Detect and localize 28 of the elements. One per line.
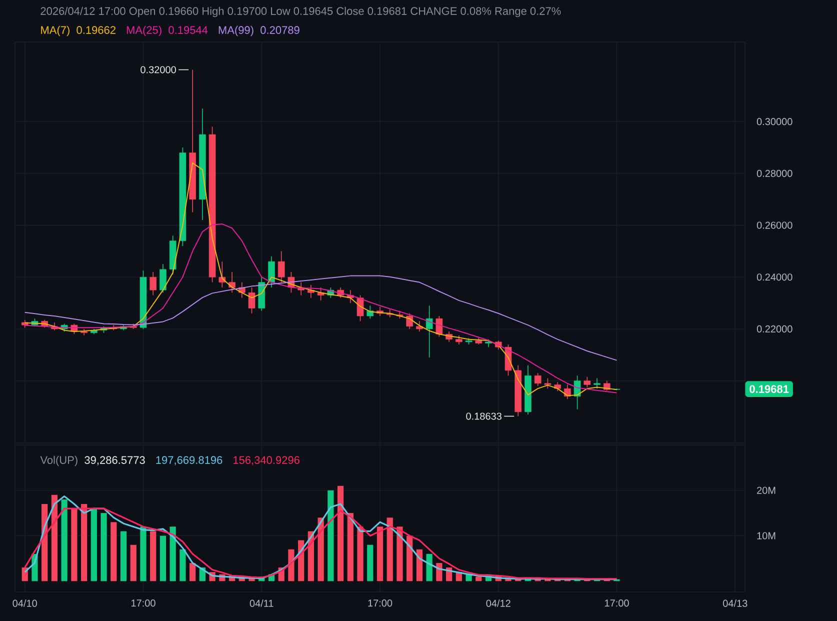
- x-tick-label: 04/13: [723, 600, 748, 607]
- annotation: 0.32000: [140, 66, 176, 74]
- y-tick-label: 20M: [757, 486, 776, 494]
- y-tick-label: 0.22000: [756, 325, 792, 332]
- text: MA(99): [218, 26, 254, 36]
- text: 0.20789: [260, 26, 300, 34]
- text: 0.19544: [168, 26, 208, 34]
- y-tick-label: 0.26000: [756, 222, 792, 229]
- y-tick-label: 0.30000: [756, 118, 792, 126]
- x-tick-label: 04/10: [12, 600, 37, 607]
- y-tick-label: 0.24000: [756, 274, 792, 281]
- x-tick-label: 17:00: [605, 600, 629, 607]
- annotation: 156,340.9296: [234, 456, 300, 466]
- text: Vol(UP): [40, 456, 78, 466]
- y-tick-label: 0.28000: [756, 170, 792, 177]
- x-tick-label: 17:00: [368, 600, 392, 607]
- annotation: 0.18633: [466, 412, 502, 420]
- x-tick-label: 04/11: [250, 600, 274, 607]
- text: MA(7): [41, 26, 70, 36]
- x-tick-label: 04/12: [486, 600, 510, 607]
- text: 0.19681: [750, 385, 789, 393]
- annotation: 197,669.8196: [156, 456, 222, 466]
- x-tick-label: 17:00: [132, 600, 156, 607]
- annotation: 39,286.5773: [84, 456, 145, 466]
- text: 2026/04/12 17:00 Open 0.19660 High 0.19700 Low 0.19645 Close 0.19681 CHANGE 0.08% Range 0.27%: [40, 6, 561, 18]
- text: MA(25): [126, 26, 162, 36]
- text: 0.19662: [76, 26, 116, 34]
- y-tick-label: 10M: [757, 532, 776, 540]
